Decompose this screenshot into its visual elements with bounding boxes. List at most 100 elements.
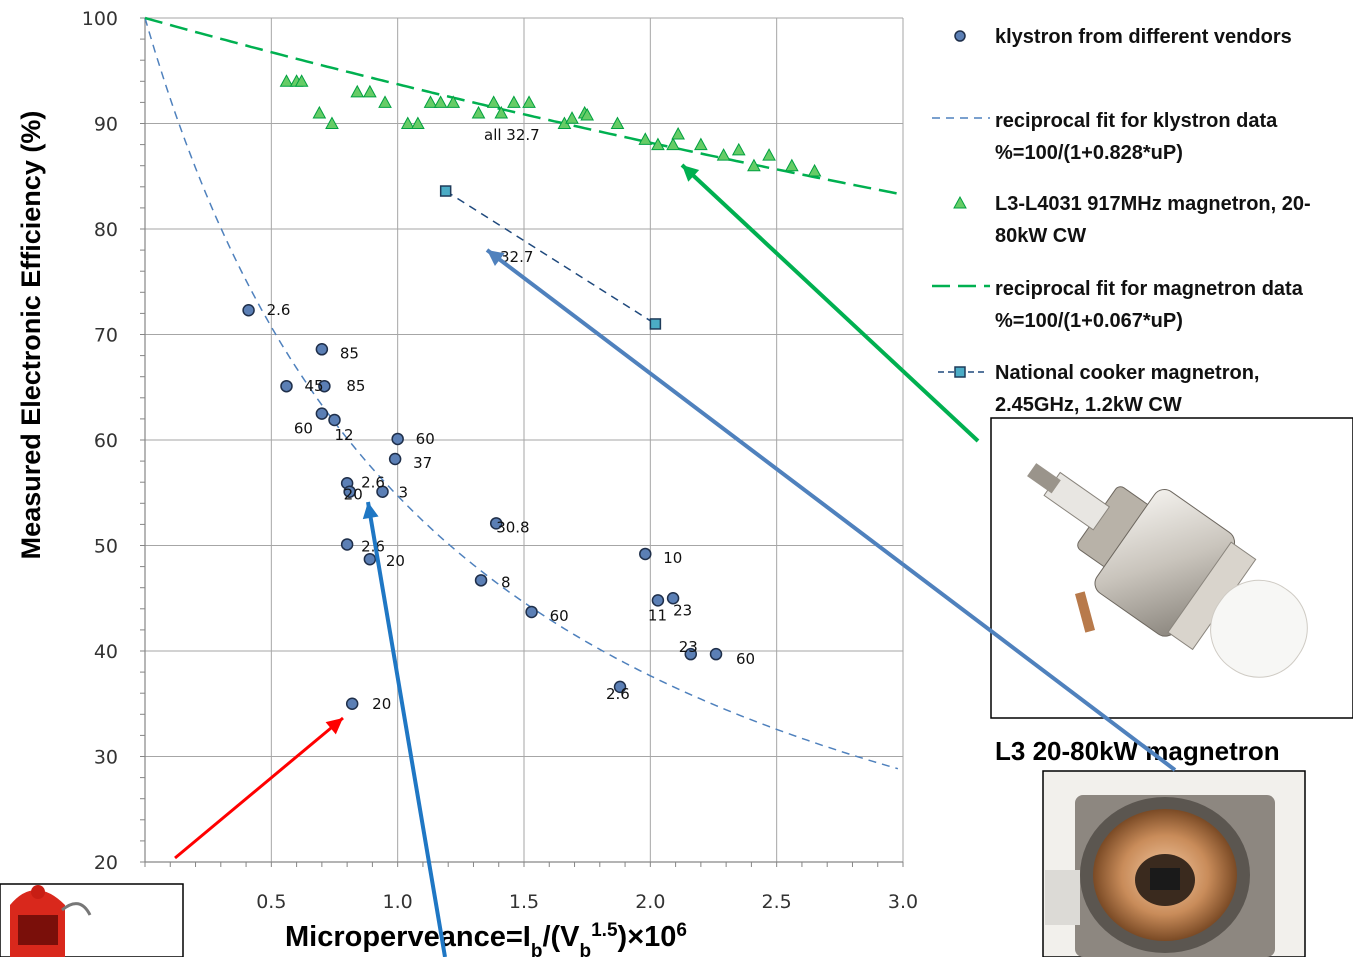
data-series	[242, 74, 822, 710]
klystron-point	[345, 697, 359, 710]
y-axis-title: Measured Electronic Efficiency (%)	[16, 111, 46, 560]
cooker-point-label: 32.7	[500, 248, 533, 266]
klystron-point-label: 20	[386, 552, 405, 570]
magnetron-point	[486, 95, 501, 108]
y-tick-label: 70	[94, 325, 118, 347]
magnetron-point	[671, 127, 685, 140]
magnetron-point	[731, 142, 746, 156]
klystron-point	[666, 592, 680, 605]
magnetron-point	[610, 116, 625, 129]
klystron-point-label: 2.6	[267, 301, 291, 319]
legend-cooker-marker	[954, 366, 966, 378]
legend-label: klystron from different vendors	[995, 26, 1292, 48]
cooker-line	[445, 190, 656, 325]
klystron-point	[651, 594, 665, 607]
magnetron-point	[411, 116, 425, 129]
klystron-point-label: 3	[399, 484, 409, 502]
magnetron-point	[433, 95, 448, 108]
y-tick-label: 60	[94, 430, 118, 452]
cooker-magnetron-photo	[990, 417, 1353, 719]
klystron-point	[343, 485, 356, 498]
arrows	[174, 163, 1177, 957]
legend-label-line2: 2.45GHz, 1.2kW CW	[995, 394, 1182, 416]
l3-arrow-head	[487, 250, 505, 267]
magnetron-point-label: all 32.7	[484, 126, 540, 144]
klystron-point	[709, 647, 723, 661]
legend: klystron from different vendors reciproca…	[932, 26, 1311, 416]
grid-lines	[145, 17, 904, 863]
klystron-point-label: 8	[501, 573, 511, 591]
klystron-point-label: 85	[346, 377, 365, 395]
legend-label: reciprocal fit for magnetron data	[995, 278, 1304, 300]
x-tick-label: 3.0	[888, 891, 918, 913]
klystron-point-label: 11	[648, 606, 667, 624]
x-tick-label: 1.0	[383, 891, 413, 913]
klystron-point	[280, 379, 293, 393]
klystron-point	[340, 538, 354, 551]
legend-label-line2: %=100/(1+0.067*uP)	[995, 310, 1183, 332]
red-arrow	[174, 716, 344, 860]
klystron-point	[363, 552, 377, 566]
magnetron-point	[423, 95, 438, 108]
magnetron-point	[651, 137, 665, 151]
magnetron-point	[312, 105, 327, 119]
x-tick-label: 2.5	[762, 891, 792, 913]
x-tick-label: 1.5	[509, 891, 539, 913]
x-tick-label: 2.0	[635, 891, 665, 913]
magnetron-point	[279, 74, 294, 87]
klystron-photo	[0, 883, 184, 957]
magnetron-point	[716, 148, 731, 161]
magnetron-photo-arrow-head	[682, 165, 700, 182]
klystron-point-label: 20	[372, 695, 391, 713]
y-tick-label: 20	[94, 852, 118, 874]
klystron-point	[328, 413, 341, 427]
y-tick-label: 100	[82, 8, 118, 30]
magnetron-point	[446, 95, 461, 108]
klystron-arrow	[366, 501, 447, 957]
magnetron-point	[580, 108, 595, 121]
klystron-point	[315, 343, 329, 356]
legend-label-line2: 80kW CW	[995, 225, 1086, 247]
klystron-point	[315, 407, 329, 420]
magnetron-point	[294, 74, 309, 87]
cooker-point	[649, 318, 662, 330]
magnetron-point	[807, 163, 822, 177]
klystron-point-label: 30.8	[496, 518, 529, 536]
klystron-point	[242, 303, 255, 317]
klystron-point-label: 60	[550, 607, 569, 625]
magnetron-photo-arrow	[680, 163, 980, 443]
klystron-arrow-head	[362, 502, 379, 520]
x-tick-label: 0.5	[256, 891, 286, 913]
klystron-point	[684, 647, 698, 661]
magnetron-point	[507, 95, 521, 108]
legend-magnetron-marker	[953, 195, 967, 209]
y-tick-label: 30	[94, 747, 118, 769]
magnetron-point	[522, 95, 536, 108]
klystron-point-label: 10	[663, 549, 682, 567]
cooker-point	[439, 185, 452, 197]
y-tick-label: 90	[94, 114, 118, 136]
klystron-point	[613, 680, 627, 694]
klystron-point	[525, 605, 538, 619]
y-tick-label: 50	[94, 536, 118, 558]
klystron-point	[474, 574, 488, 587]
magnetron-point	[762, 148, 776, 161]
klystron-point-label: 45	[304, 377, 323, 395]
y-tick-label: 80	[94, 219, 118, 241]
legend-label-line2: %=100/(1+0.828*uP)	[995, 142, 1183, 164]
legend-klystron-marker	[954, 30, 966, 42]
magnetron-point	[325, 116, 339, 129]
fit-curve	[144, 16, 899, 195]
magnetron-point	[694, 137, 708, 151]
legend-label: reciprocal fit for klystron data	[995, 110, 1278, 132]
legend-label: L3-L4031 917MHz magnetron, 20-	[995, 193, 1311, 215]
magnetron-point	[565, 111, 579, 124]
magnetron-point	[471, 105, 486, 119]
klystron-point	[376, 485, 389, 498]
klystron-point-label: 85	[340, 344, 359, 362]
klystron-point	[391, 432, 404, 446]
klystron-point-label: 2.6	[361, 537, 385, 555]
klystron-point-label: 23	[673, 601, 692, 619]
